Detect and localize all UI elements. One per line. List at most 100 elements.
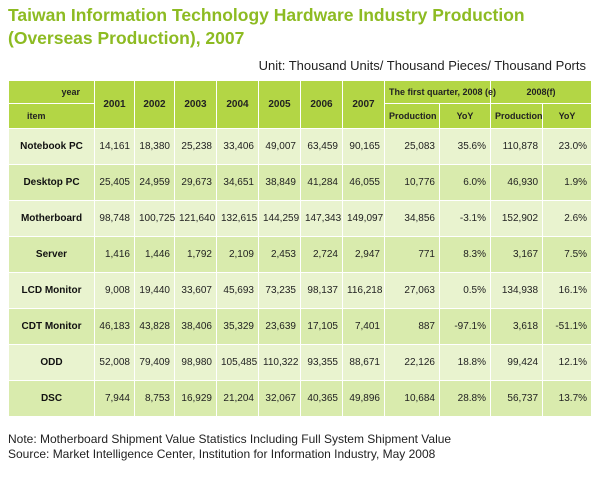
table-cell: 2,109	[216, 236, 259, 273]
table-row: DSC 7,944 8,753 16,929 21,204 32,067 40,365 49,…	[8, 380, 593, 417]
table-cell: 2,453	[258, 236, 301, 273]
table-cell: 18,380	[134, 128, 175, 165]
table-cell: 43,828	[134, 308, 175, 345]
table-cell: 23.0%	[542, 128, 593, 165]
table-cell: 18.8%	[438, 344, 492, 381]
table-cell: 98,137	[300, 272, 343, 309]
table-cell: 24,959	[134, 164, 175, 201]
unit-label: Unit: Thousand Units/ Thousand Pieces/ T…	[258, 58, 586, 73]
table-cell: 19,440	[134, 272, 175, 309]
table-cell: 1,446	[134, 236, 175, 273]
table-cell: 110,878	[490, 128, 544, 165]
header-row-1: year 2001 2002 2003 2004 2005 2006 2007 …	[8, 80, 593, 129]
table-cell: 771	[384, 236, 440, 273]
table-cell: 88,671	[342, 344, 385, 381]
year-2008f-header: 2008(f)	[490, 80, 593, 104]
table-cell: 2,724	[300, 236, 343, 273]
year-2001-header: 2001	[94, 80, 135, 129]
table-cell: 7.5%	[542, 236, 593, 273]
table-cell: 3,618	[490, 308, 544, 345]
table-cell: 45,693	[216, 272, 259, 309]
table-cell: 116,218	[342, 272, 385, 309]
table-cell: 134,938	[490, 272, 544, 309]
table-cell: 13.7%	[542, 380, 593, 417]
table-cell: 110,322	[258, 344, 301, 381]
table-body: Notebook PC 14,161 18,380 25,238 33,406 49,00…	[8, 128, 593, 417]
notes: Note: Motherboard Shipment Value Statist…	[8, 432, 451, 462]
table-cell: 17,105	[300, 308, 343, 345]
item-header: item	[8, 103, 95, 129]
table-cell: 8,753	[134, 380, 175, 417]
year-header: year	[8, 80, 95, 104]
table-cell: 35,329	[216, 308, 259, 345]
table-cell: 1.9%	[542, 164, 593, 201]
table-cell: 32,067	[258, 380, 301, 417]
table-cell: 52,008	[94, 344, 135, 381]
table-row: Motherboard 98,748 100,725 121,640 132,615 14…	[8, 200, 593, 237]
table-row: Desktop PC 25,405 24,959 29,673 34,651 38,849…	[8, 164, 593, 201]
note-line: Note: Motherboard Shipment Value Statist…	[8, 432, 452, 446]
table-row: CDT Monitor 46,183 43,828 38,406 35,329 23,63…	[8, 308, 593, 345]
table-cell: 49,007	[258, 128, 301, 165]
table-row: LCD Monitor 9,008 19,440 33,607 45,693 73,235…	[8, 272, 593, 309]
table-cell: 6.0%	[438, 164, 492, 201]
table-cell: 79,409	[134, 344, 175, 381]
table-cell: 25,405	[94, 164, 135, 201]
table-cell: 41,284	[300, 164, 343, 201]
f2008-yoy-header: YoY	[542, 103, 593, 129]
year-2004-header: 2004	[216, 80, 259, 129]
table-cell: 28.8%	[438, 380, 492, 417]
table-cell: 152,902	[490, 200, 544, 237]
table-cell: 7,401	[342, 308, 385, 345]
table-cell: 38,849	[258, 164, 301, 201]
table-cell: 0.5%	[438, 272, 492, 309]
table-cell: 12.1%	[542, 344, 593, 381]
row-item-label: CDT Monitor	[8, 308, 95, 345]
row-item-label: Notebook PC	[8, 128, 95, 165]
f2008-production-header: Production	[490, 103, 544, 129]
table-cell: -51.1%	[542, 308, 593, 345]
table-cell: 105,485	[216, 344, 259, 381]
table-cell: 73,235	[258, 272, 301, 309]
production-table: year 2001 2002 2003 2004 2005 2006 2007 …	[8, 80, 593, 417]
table-cell: 49,896	[342, 380, 385, 417]
q1-yoy-header: YoY	[438, 103, 492, 129]
table-cell: -97.1%	[438, 308, 492, 345]
table-cell: 34,856	[384, 200, 440, 237]
table-cell: 10,776	[384, 164, 440, 201]
table-row: ODD 52,008 79,409 98,980 105,485 110,322 93,35…	[8, 344, 593, 381]
table-cell: 90,165	[342, 128, 385, 165]
table-cell: 149,097	[342, 200, 385, 237]
table-cell: 33,406	[216, 128, 259, 165]
table-cell: 16.1%	[542, 272, 593, 309]
table-cell: 887	[384, 308, 440, 345]
q1-2008-header: The first quarter, 2008 (e)	[383, 80, 496, 104]
table-row: Server 1,416 1,446 1,792 2,109 2,453 2,724 2,94…	[8, 236, 593, 273]
table-cell: 23,639	[258, 308, 301, 345]
table-cell: 100,725	[134, 200, 175, 237]
year-2002-header: 2002	[134, 80, 175, 129]
table-cell: 35.6%	[438, 128, 492, 165]
table-cell: 1,792	[174, 236, 217, 273]
table-cell: 98,980	[174, 344, 217, 381]
table-cell: 29,673	[174, 164, 217, 201]
table-cell: 27,063	[384, 272, 440, 309]
row-item-label: ODD	[8, 344, 95, 381]
row-item-label: Server	[8, 236, 95, 273]
table-row: Notebook PC 14,161 18,380 25,238 33,406 49,00…	[8, 128, 593, 165]
table-cell: 38,406	[174, 308, 217, 345]
table-cell: 7,944	[94, 380, 135, 417]
table-cell: 63,459	[300, 128, 343, 165]
table-cell: 34,651	[216, 164, 259, 201]
table-cell: 25,238	[174, 128, 217, 165]
table-cell: 99,424	[490, 344, 544, 381]
table-cell: 33,607	[174, 272, 217, 309]
table-cell: 22,126	[384, 344, 440, 381]
table-cell: 2.6%	[542, 200, 593, 237]
year-2003-header: 2003	[174, 80, 217, 129]
header-row-2: item Production YoY Production YoY	[8, 103, 593, 129]
table-cell: 121,640	[174, 200, 217, 237]
table-cell: 98,748	[94, 200, 135, 237]
page-title: Taiwan Information Technology Hardware I…	[8, 5, 525, 48]
table-cell: 147,343	[300, 200, 343, 237]
